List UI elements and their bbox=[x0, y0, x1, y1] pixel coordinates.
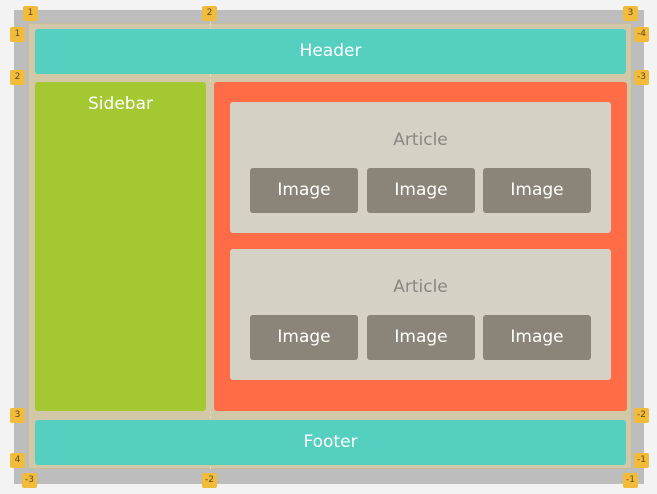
image-placeholder: Image bbox=[367, 168, 475, 213]
grid-line-marker-top: 3 bbox=[623, 6, 638, 21]
grid-line-marker-top: 1 bbox=[23, 6, 38, 21]
image-placeholder: Image bbox=[483, 315, 591, 360]
grid-line-marker-right: -2 bbox=[634, 408, 649, 423]
footer-region: Footer bbox=[35, 420, 626, 465]
sidebar-label: Sidebar bbox=[88, 94, 153, 114]
grid-line-marker-right: -3 bbox=[634, 70, 649, 85]
article-card: Article Image Image Image bbox=[230, 102, 611, 233]
grid-line-marker-left: 2 bbox=[10, 70, 25, 85]
grid-line-marker-bottom: -1 bbox=[623, 473, 638, 488]
grid-line-marker-left: 4 bbox=[10, 453, 25, 468]
grid-line-marker-left: 1 bbox=[10, 27, 25, 42]
header-region: Header bbox=[35, 29, 626, 74]
grid-line-marker-bottom: -3 bbox=[22, 473, 37, 488]
image-placeholder: Image bbox=[250, 315, 358, 360]
image-placeholder: Image bbox=[483, 168, 591, 213]
grid-line-marker-right: -1 bbox=[634, 453, 649, 468]
grid-line-marker-bottom: -2 bbox=[202, 473, 217, 488]
image-placeholder: Image bbox=[250, 168, 358, 213]
footer-label: Footer bbox=[303, 432, 358, 452]
article-card: Article Image Image Image bbox=[230, 249, 611, 380]
sidebar-region: Sidebar bbox=[35, 82, 206, 411]
article-title: Article bbox=[393, 130, 448, 150]
image-placeholder: Image bbox=[367, 315, 475, 360]
header-label: Header bbox=[299, 41, 362, 61]
grid-line-marker-left: 3 bbox=[10, 408, 25, 423]
grid-line-marker-top: 2 bbox=[202, 6, 217, 21]
grid-line-marker-right: -4 bbox=[634, 27, 649, 42]
article-title: Article bbox=[393, 277, 448, 297]
